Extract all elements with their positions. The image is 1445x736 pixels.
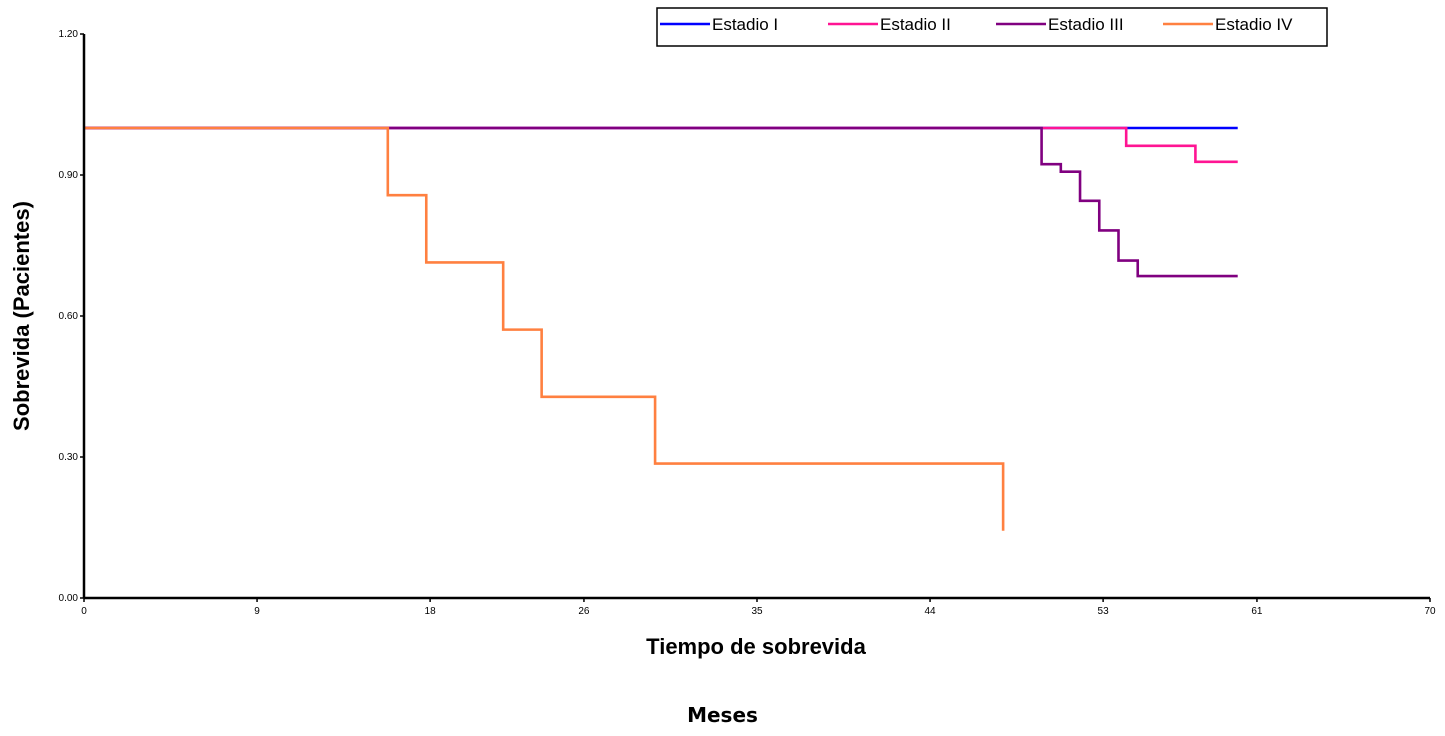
plot-lines xyxy=(84,126,1238,531)
y-tick-label: 0.00 xyxy=(59,593,79,604)
x-axis-title: Tiempo de sobrevida xyxy=(646,634,866,659)
legend-label-estadio-iii: Estadio III xyxy=(1048,15,1124,34)
y-tick-label: 0.60 xyxy=(59,311,79,322)
x-ticks: 0 9 18 26 35 44 53 61 70 xyxy=(81,598,1436,617)
x-tick-label: 61 xyxy=(1251,606,1263,617)
legend: Estadio I Estadio II Estadio III Estadio IV xyxy=(656,7,1328,47)
legend-label-estadio-ii: Estadio II xyxy=(880,15,951,34)
x-tick-label: 18 xyxy=(425,606,437,617)
y-tick-label: 1.20 xyxy=(59,29,79,40)
y-tick-label: 0.90 xyxy=(59,170,79,181)
x-tick-label: 53 xyxy=(1098,606,1110,617)
x-tick-label: 26 xyxy=(578,606,590,617)
footer-label: Meses xyxy=(687,703,758,727)
series-line-estadio-ii xyxy=(84,126,1238,164)
x-tick-label: 70 xyxy=(1424,606,1436,617)
legend-label-estadio-iv: Estadio IV xyxy=(1215,15,1293,34)
y-axis-title: Sobrevida (Pacientes) xyxy=(9,201,34,431)
x-tick-label: 9 xyxy=(254,606,260,617)
legend-label-estadio-i: Estadio I xyxy=(712,15,778,34)
series-line-estadio-iii xyxy=(84,126,1238,278)
x-tick-label: 44 xyxy=(924,606,936,617)
series-line-estadio-iv xyxy=(84,126,1005,531)
x-tick-label: 35 xyxy=(751,606,763,617)
y-ticks: 0.00 0.30 0.60 0.90 1.20 xyxy=(59,29,84,604)
y-tick-label: 0.30 xyxy=(59,452,79,463)
legend-box xyxy=(656,7,1328,47)
x-tick-label: 0 xyxy=(81,606,87,617)
